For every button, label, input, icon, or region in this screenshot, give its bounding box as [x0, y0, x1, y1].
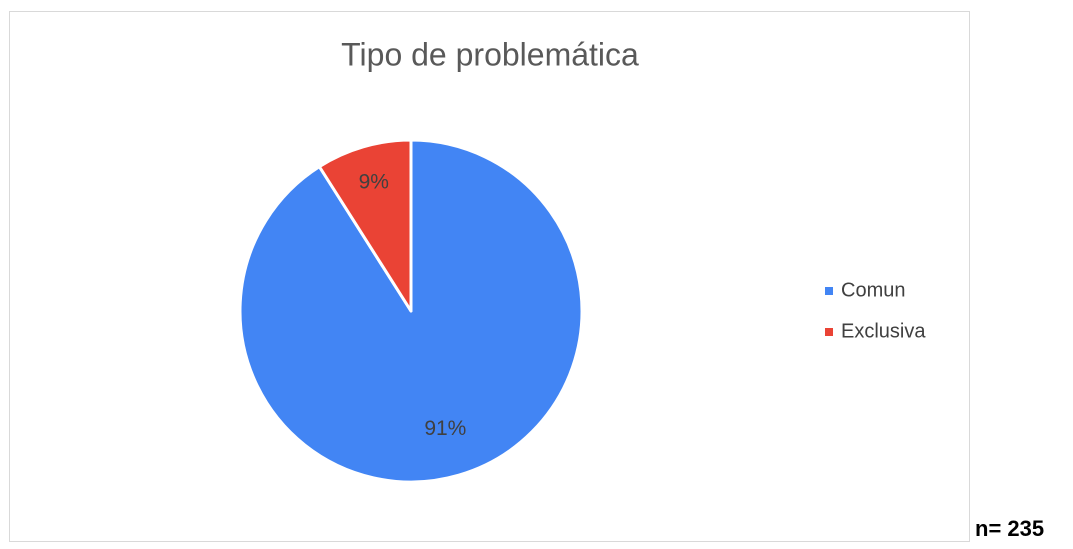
data-label: 91%: [424, 417, 466, 440]
pie-slice: [317, 138, 413, 313]
legend-label: Exclusiva: [841, 320, 926, 342]
legend-swatch: [825, 287, 833, 295]
annotation: n= 235: [975, 516, 1044, 541]
chart-title: Tipo de problemática: [341, 36, 639, 72]
legend-label: Comun: [841, 279, 905, 301]
pie-slice: [238, 138, 584, 484]
data-label: 9%: [359, 170, 389, 193]
legend-swatch: [825, 328, 833, 336]
